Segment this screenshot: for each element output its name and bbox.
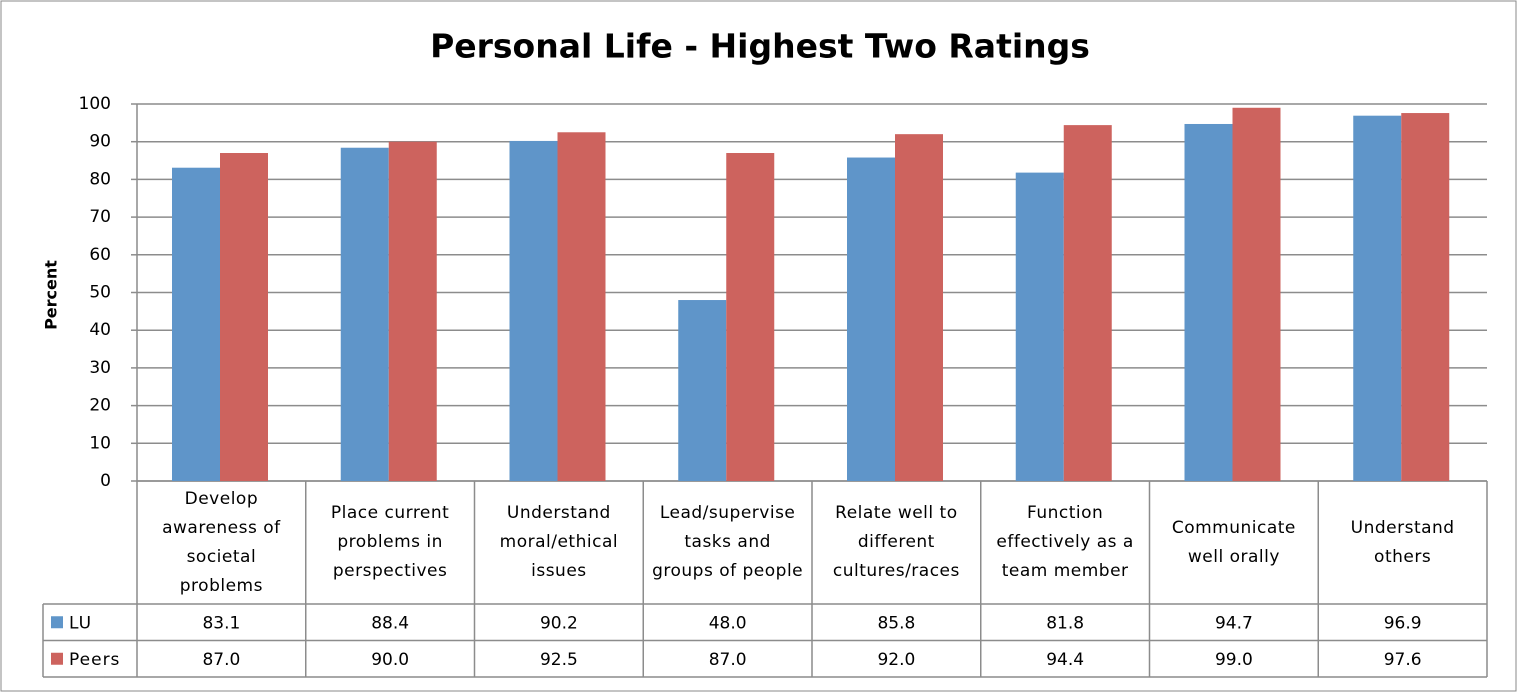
table-value: 99.0 [1215, 650, 1253, 670]
x-tick-label: Relate well to different cultures/races [832, 503, 960, 581]
table-value: 87.0 [709, 650, 747, 670]
table-value: 92.0 [877, 650, 915, 670]
y-tick-label: 60 [89, 245, 111, 265]
table-value: 83.1 [202, 613, 240, 633]
table-value: 87.0 [202, 650, 240, 670]
bar [895, 134, 943, 481]
table-value: 97.6 [1384, 650, 1422, 670]
bar [557, 132, 606, 481]
x-tick-label: Develop awareness of societal problems [162, 488, 281, 596]
legend-swatch [51, 652, 63, 665]
table-value: 88.4 [371, 613, 409, 633]
bar [847, 157, 895, 481]
y-tick-label: 20 [89, 396, 111, 416]
x-tick-label: Understand moral/ethical issues [499, 503, 619, 581]
bar [1015, 172, 1064, 481]
table-value: 90.2 [540, 613, 578, 633]
bar [172, 167, 220, 481]
table-value: 94.7 [1215, 613, 1253, 633]
x-tick-label: Lead/supervise tasks and groups of peopl… [652, 503, 804, 581]
legend-swatch [51, 616, 63, 629]
bar [509, 140, 558, 482]
bar [340, 147, 389, 481]
y-axis-label: Percent [42, 260, 61, 330]
chart-title: Personal Life - Highest Two Ratings [430, 27, 1090, 66]
y-tick-label: 0 [100, 471, 111, 491]
table-value: 92.5 [540, 650, 578, 670]
legend-label: LU [69, 613, 92, 633]
y-tick-label: 70 [89, 207, 111, 227]
x-tick-label: Communicate well orally [1171, 517, 1296, 567]
bar [388, 141, 437, 481]
x-tick-label: Place current problems in perspectives [330, 503, 450, 581]
bar [1184, 123, 1233, 481]
y-tick-label: 50 [89, 283, 111, 303]
x-tick-label: Understand others [1350, 517, 1455, 567]
table-value: 85.8 [877, 613, 915, 633]
y-tick-label: 90 [89, 132, 111, 152]
bar [1063, 125, 1112, 481]
table-value: 81.8 [1046, 613, 1084, 633]
bar [678, 300, 727, 481]
bar [1401, 113, 1450, 481]
x-tick-label: Function effectively as a team member [996, 503, 1134, 581]
table-value: 94.4 [1046, 650, 1084, 670]
y-tick-label: 80 [89, 169, 111, 189]
y-tick-label: 40 [89, 320, 111, 340]
table-value: 90.0 [371, 650, 409, 670]
y-tick-label: 10 [89, 433, 111, 453]
bar [726, 153, 775, 481]
y-tick-label: 100 [79, 94, 111, 114]
bar [1232, 107, 1281, 482]
table-value: 96.9 [1384, 613, 1422, 633]
table-value: 48.0 [709, 613, 747, 633]
legend-label: Peers [69, 650, 120, 670]
bar [1353, 115, 1402, 481]
bar [220, 153, 268, 481]
y-tick-label: 30 [89, 358, 111, 378]
